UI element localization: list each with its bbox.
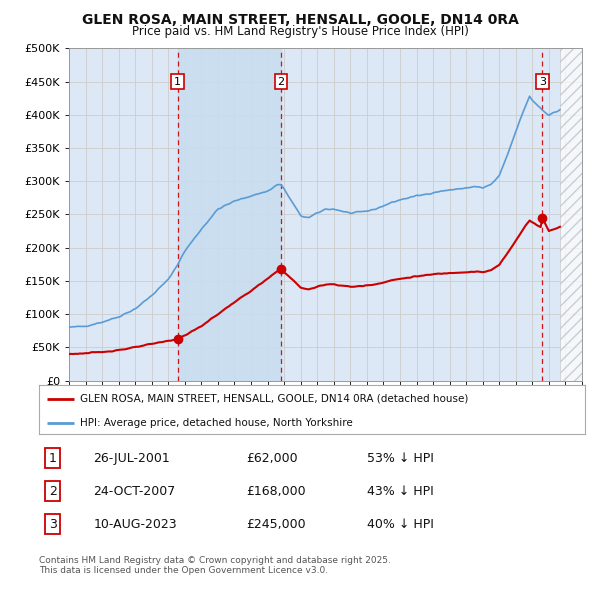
Text: GLEN ROSA, MAIN STREET, HENSALL, GOOLE, DN14 0RA: GLEN ROSA, MAIN STREET, HENSALL, GOOLE, … (82, 13, 518, 27)
Text: 2: 2 (49, 484, 56, 498)
Text: Contains HM Land Registry data © Crown copyright and database right 2025.: Contains HM Land Registry data © Crown c… (39, 556, 391, 565)
Text: £168,000: £168,000 (247, 484, 306, 498)
Text: 43% ↓ HPI: 43% ↓ HPI (367, 484, 433, 498)
Text: HPI: Average price, detached house, North Yorkshire: HPI: Average price, detached house, Nort… (80, 418, 353, 428)
Text: This data is licensed under the Open Government Licence v3.0.: This data is licensed under the Open Gov… (39, 566, 328, 575)
Text: 10-AUG-2023: 10-AUG-2023 (94, 517, 177, 531)
Text: Price paid vs. HM Land Registry's House Price Index (HPI): Price paid vs. HM Land Registry's House … (131, 25, 469, 38)
Text: GLEN ROSA, MAIN STREET, HENSALL, GOOLE, DN14 0RA (detached house): GLEN ROSA, MAIN STREET, HENSALL, GOOLE, … (80, 394, 469, 404)
Text: 40% ↓ HPI: 40% ↓ HPI (367, 517, 433, 531)
Text: 53% ↓ HPI: 53% ↓ HPI (367, 451, 433, 465)
Text: 3: 3 (539, 77, 546, 87)
Text: 2: 2 (277, 77, 284, 87)
Text: 3: 3 (49, 517, 56, 531)
Text: 26-JUL-2001: 26-JUL-2001 (94, 451, 170, 465)
Text: £62,000: £62,000 (247, 451, 298, 465)
Text: £245,000: £245,000 (247, 517, 306, 531)
Bar (178, 48, 281, 381)
Text: 1: 1 (174, 77, 181, 87)
Text: 24-OCT-2007: 24-OCT-2007 (94, 484, 176, 498)
Bar (560, 48, 582, 381)
Text: 1: 1 (49, 451, 56, 465)
